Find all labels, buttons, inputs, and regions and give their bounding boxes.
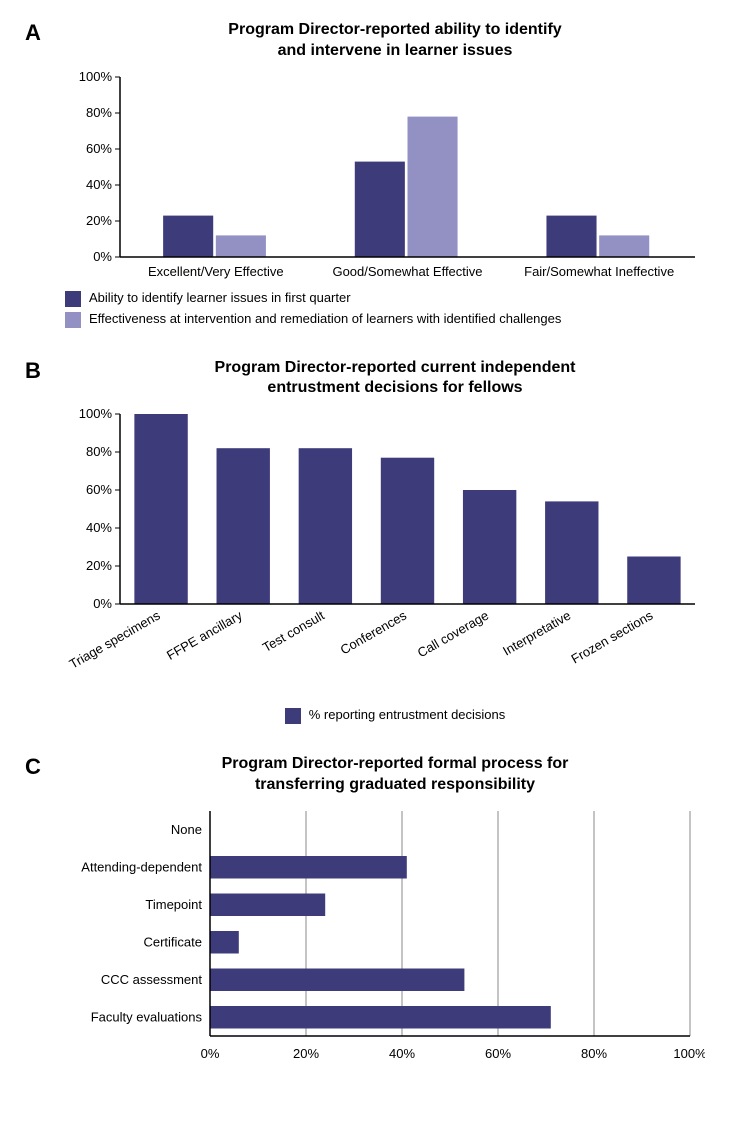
svg-text:80%: 80%: [86, 105, 112, 120]
legend-b-row: % reporting entrustment decisions: [65, 707, 725, 724]
svg-text:Timepoint: Timepoint: [145, 897, 202, 912]
chart-b-title: Program Director-reported current indepe…: [65, 358, 725, 400]
svg-text:100%: 100%: [79, 409, 113, 421]
svg-text:Fair/Somewhat Ineffective: Fair/Somewhat Ineffective: [524, 264, 674, 279]
svg-text:40%: 40%: [86, 520, 112, 535]
chart-a-title-line2: and intervene in learner issues: [278, 42, 513, 59]
chart-c-title-line1: Program Director-reported formal process…: [222, 755, 569, 772]
svg-text:0%: 0%: [201, 1046, 220, 1061]
svg-text:20%: 20%: [86, 558, 112, 573]
chart-a-legend: Ability to identify learner issues in fi…: [65, 290, 725, 328]
chart-c-title-line2: transferring graduated responsibility: [255, 776, 535, 793]
svg-text:Frozen sections: Frozen sections: [568, 608, 655, 667]
panel-b: B Program Director-reported current inde…: [25, 358, 725, 725]
panel-c: C Program Director-reported formal proce…: [25, 754, 725, 1066]
chart-a-svg: 0% 20% 40% 60% 80% 100% Excellent/Very Effecti…: [65, 72, 705, 282]
svg-text:Good/Somewhat Effective: Good/Somewhat Effective: [332, 264, 482, 279]
legend-a-row-0: Ability to identify learner issues in fi…: [65, 290, 725, 307]
svg-text:Certificate: Certificate: [143, 934, 202, 949]
svg-text:0%: 0%: [93, 249, 112, 264]
panel-b-label: B: [25, 358, 41, 384]
legend-a-swatch-0: [65, 291, 81, 307]
chart-b-title-line1: Program Director-reported current indepe…: [215, 359, 576, 376]
legend-b-text: % reporting entrustment decisions: [309, 707, 506, 722]
svg-text:20%: 20%: [86, 213, 112, 228]
chart-a-wrap: Program Director-reported ability to ide…: [65, 20, 725, 328]
chart-b-title-line2: entrustment decisions for fellows: [267, 379, 522, 396]
panel-c-label: C: [25, 754, 41, 780]
chart-a-title-line1: Program Director-reported ability to ide…: [228, 21, 561, 38]
panel-a-label: A: [25, 20, 41, 46]
legend-a-swatch-1: [65, 312, 81, 328]
svg-text:Interpretative: Interpretative: [500, 608, 573, 659]
svg-text:Excellent/Very Effective: Excellent/Very Effective: [148, 264, 284, 279]
chart-b-svg: 0% 20% 40% 60% 80% 100% Triage specimensFFPE a…: [65, 409, 705, 699]
legend-a-text-1: Effectiveness at intervention and remedi…: [89, 311, 561, 326]
svg-text:Faculty evaluations: Faculty evaluations: [91, 1009, 203, 1024]
svg-text:60%: 60%: [86, 482, 112, 497]
svg-text:0%: 0%: [93, 596, 112, 611]
legend-a-row-1: Effectiveness at intervention and remedi…: [65, 311, 725, 328]
svg-text:20%: 20%: [293, 1046, 319, 1061]
chart-a-title: Program Director-reported ability to ide…: [65, 20, 725, 62]
panel-a: A Program Director-reported ability to i…: [25, 20, 725, 328]
svg-text:Call coverage: Call coverage: [415, 608, 491, 661]
svg-text:60%: 60%: [86, 141, 112, 156]
svg-text:Test consult: Test consult: [260, 608, 327, 656]
chart-c-title: Program Director-reported formal process…: [65, 754, 725, 796]
svg-text:40%: 40%: [86, 177, 112, 192]
svg-text:None: None: [171, 822, 202, 837]
svg-text:80%: 80%: [581, 1046, 607, 1061]
svg-text:100%: 100%: [673, 1046, 705, 1061]
legend-b-swatch: [285, 708, 301, 724]
chart-c-svg: 0% 20% 40% 60% 80% 100% None Attending-dependen…: [65, 806, 705, 1066]
svg-text:80%: 80%: [86, 444, 112, 459]
svg-text:Triage specimens: Triage specimens: [67, 608, 163, 672]
svg-text:100%: 100%: [79, 72, 113, 84]
svg-text:Attending-dependent: Attending-dependent: [81, 859, 202, 874]
chart-b-legend: % reporting entrustment decisions: [65, 707, 725, 724]
svg-text:Conferences: Conferences: [338, 608, 410, 658]
svg-text:60%: 60%: [485, 1046, 511, 1061]
svg-text:FFPE ancillary: FFPE ancillary: [164, 608, 245, 663]
chart-c-wrap: Program Director-reported formal process…: [65, 754, 725, 1066]
legend-a-text-0: Ability to identify learner issues in fi…: [89, 290, 351, 305]
svg-text:CCC assessment: CCC assessment: [101, 972, 203, 987]
chart-b-wrap: Program Director-reported current indepe…: [65, 358, 725, 725]
svg-text:40%: 40%: [389, 1046, 415, 1061]
